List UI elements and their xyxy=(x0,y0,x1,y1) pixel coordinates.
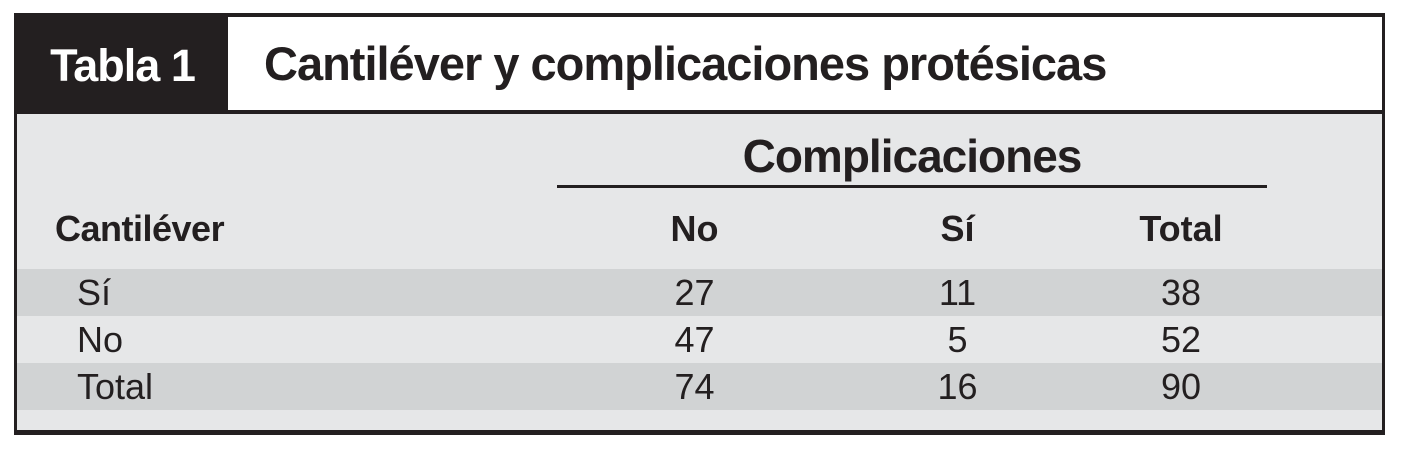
cell-value: 90 xyxy=(1160,365,1202,407)
cell-value: 52 xyxy=(1160,318,1202,360)
table-body: Complicaciones Cantiléver No Sí Total Sí… xyxy=(17,114,1382,430)
table-panel: Tabla 1 Cantiléver y complicaciones prot… xyxy=(14,13,1385,435)
row-axis-header: Cantiléver xyxy=(55,207,225,249)
row-label: No xyxy=(77,318,124,360)
table-row: Sí 27 11 38 xyxy=(17,269,1382,316)
title-band: Tabla 1 Cantiléver y complicaciones prot… xyxy=(17,17,1382,114)
table-row: No 47 5 52 xyxy=(17,316,1382,363)
cell-value: 27 xyxy=(674,271,715,313)
column-header-total: Total xyxy=(1139,207,1223,249)
row-label: Sí xyxy=(77,271,112,313)
column-header-row: Cantiléver No Sí Total xyxy=(17,188,1382,269)
table-title: Cantiléver y complicaciones protésicas xyxy=(264,37,1107,90)
cell-value: 38 xyxy=(1160,271,1202,313)
column-group-header: Complicaciones xyxy=(557,130,1267,188)
cell-value: 47 xyxy=(674,318,715,360)
title-separator-rule xyxy=(17,110,1382,114)
data-rows: Sí 27 11 38 No 47 5 52 Total 74 16 xyxy=(17,269,1382,410)
table-row: Total 74 16 90 xyxy=(17,363,1382,410)
column-header-si: Sí xyxy=(940,207,975,249)
cell-value: 74 xyxy=(674,365,715,407)
row-label: Total xyxy=(77,365,154,407)
table-tag: Tabla 1 xyxy=(17,17,228,114)
cell-value: 5 xyxy=(947,318,968,360)
column-header-no: No xyxy=(670,207,719,249)
cell-value: 16 xyxy=(937,365,978,407)
cell-value: 11 xyxy=(938,271,977,313)
